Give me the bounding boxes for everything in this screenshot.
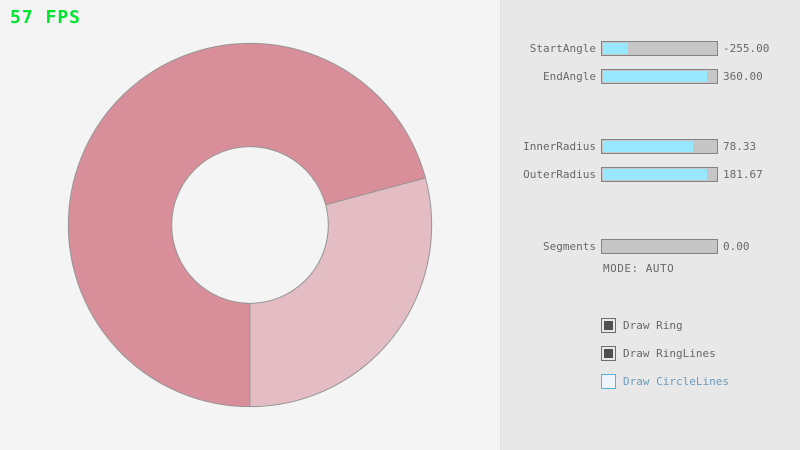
- mode-label: MODE: AUTO: [603, 262, 675, 275]
- checkbox-box[interactable]: [601, 346, 616, 361]
- checkbox-label: Draw RingLines: [623, 347, 716, 360]
- segments-label: Segments: [543, 240, 596, 253]
- end-angle-label: EndAngle: [543, 70, 596, 83]
- segments-value: 0.00: [723, 240, 750, 253]
- checkbox-box[interactable]: [601, 374, 616, 389]
- donut-ring-chart: [67, 42, 433, 408]
- slider-fill: [603, 43, 628, 54]
- slider-fill: [603, 71, 707, 82]
- slider-row-start-angle: StartAngle -255.00: [501, 41, 800, 56]
- checkbox-label: Draw CircleLines: [623, 375, 729, 388]
- start-angle-slider[interactable]: [601, 41, 718, 56]
- slider-row-end-angle: EndAngle 360.00: [501, 69, 800, 84]
- end-angle-value: 360.00: [723, 70, 763, 83]
- checkbox-draw-circlelines[interactable]: Draw CircleLines: [601, 374, 781, 389]
- slider-row-inner-radius: InnerRadius 78.33: [501, 139, 800, 154]
- slider-fill: [603, 141, 694, 152]
- checkbox-checkmark: [604, 321, 613, 330]
- checkbox-checkmark: [604, 377, 613, 386]
- ring-segment: [68, 43, 426, 407]
- ring-boundary-line: [325, 177, 426, 206]
- slider-fill: [603, 169, 708, 180]
- checkbox-draw-ring[interactable]: Draw Ring: [601, 318, 781, 333]
- checkbox-box[interactable]: [601, 318, 616, 333]
- end-angle-slider[interactable]: [601, 69, 718, 84]
- slider-row-outer-radius: OuterRadius 181.67: [501, 167, 800, 182]
- ring-outline: [171, 146, 329, 304]
- checkbox-draw-ringlines[interactable]: Draw RingLines: [601, 346, 781, 361]
- inner-radius-label: InnerRadius: [523, 140, 596, 153]
- slider-row-segments: Segments 0.00: [501, 239, 800, 254]
- checkbox-checkmark: [604, 349, 613, 358]
- controls-panel: StartAngle -255.00 EndAngle 360.00 Inner…: [500, 0, 800, 450]
- outer-radius-label: OuterRadius: [523, 168, 596, 181]
- segments-slider[interactable]: [601, 239, 718, 254]
- start-angle-value: -255.00: [723, 42, 770, 55]
- inner-radius-value: 78.33: [723, 140, 757, 153]
- outer-radius-slider[interactable]: [601, 167, 718, 182]
- fps-counter: 57 FPS: [10, 7, 82, 28]
- inner-radius-slider[interactable]: [601, 139, 718, 154]
- ring-segment: [250, 177, 432, 407]
- outer-radius-value: 181.67: [723, 168, 763, 181]
- start-angle-label: StartAngle: [529, 42, 596, 55]
- checkbox-label: Draw Ring: [623, 319, 683, 332]
